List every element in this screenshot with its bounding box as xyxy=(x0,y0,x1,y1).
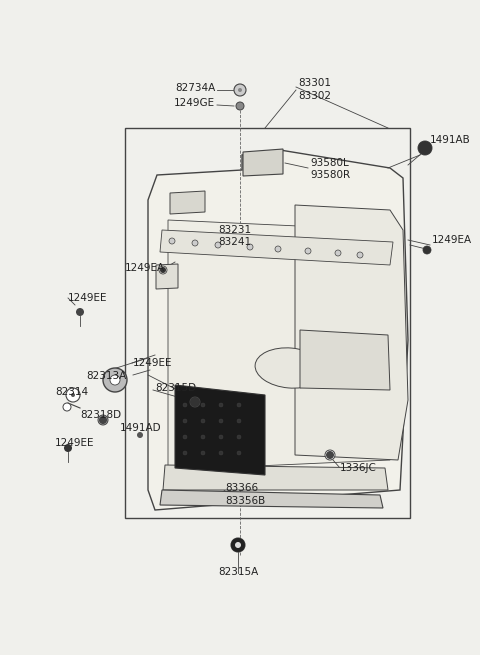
Text: 82313A: 82313A xyxy=(86,371,126,381)
Circle shape xyxy=(237,419,241,423)
Circle shape xyxy=(237,403,241,407)
Text: 83302: 83302 xyxy=(298,91,331,101)
Circle shape xyxy=(110,375,120,385)
Circle shape xyxy=(237,451,241,455)
Circle shape xyxy=(238,88,242,92)
Circle shape xyxy=(99,416,107,424)
Circle shape xyxy=(231,538,245,552)
Circle shape xyxy=(247,244,253,250)
Circle shape xyxy=(219,435,223,439)
Circle shape xyxy=(201,435,205,439)
Circle shape xyxy=(234,84,246,96)
Circle shape xyxy=(423,246,431,254)
Circle shape xyxy=(76,308,84,316)
Text: 83231: 83231 xyxy=(218,225,251,235)
Circle shape xyxy=(237,435,241,439)
Circle shape xyxy=(236,102,244,110)
Circle shape xyxy=(192,240,198,246)
Text: 1249EE: 1249EE xyxy=(55,438,95,448)
Polygon shape xyxy=(163,465,388,490)
Circle shape xyxy=(183,419,187,423)
Circle shape xyxy=(235,542,241,548)
Circle shape xyxy=(63,403,71,411)
Text: 82734A: 82734A xyxy=(175,83,215,93)
Circle shape xyxy=(325,450,335,460)
Text: 1249EE: 1249EE xyxy=(68,293,108,303)
Polygon shape xyxy=(175,385,265,475)
Circle shape xyxy=(418,141,432,155)
Text: 82314: 82314 xyxy=(55,387,88,397)
Text: 1249EA: 1249EA xyxy=(125,263,165,273)
Circle shape xyxy=(103,368,127,392)
Circle shape xyxy=(275,246,281,252)
Polygon shape xyxy=(160,490,383,508)
Circle shape xyxy=(357,252,363,258)
Circle shape xyxy=(215,242,221,248)
Polygon shape xyxy=(156,264,178,289)
Circle shape xyxy=(231,538,245,552)
Text: 1336JC: 1336JC xyxy=(340,463,377,473)
Circle shape xyxy=(335,250,341,256)
Polygon shape xyxy=(300,330,390,390)
Polygon shape xyxy=(125,128,410,518)
Circle shape xyxy=(160,267,166,273)
Text: 83301: 83301 xyxy=(298,78,331,88)
Text: 1249EE: 1249EE xyxy=(133,358,172,368)
Polygon shape xyxy=(295,205,408,460)
Text: 1249EA: 1249EA xyxy=(432,235,472,245)
Circle shape xyxy=(169,238,175,244)
Circle shape xyxy=(137,432,143,438)
Circle shape xyxy=(66,388,80,402)
Text: 82315D: 82315D xyxy=(155,383,196,393)
Circle shape xyxy=(71,393,75,397)
Circle shape xyxy=(326,451,334,459)
Polygon shape xyxy=(170,191,205,214)
Text: 82315A: 82315A xyxy=(218,567,258,577)
Circle shape xyxy=(305,248,311,254)
Text: 83241: 83241 xyxy=(218,237,251,247)
Circle shape xyxy=(183,451,187,455)
Polygon shape xyxy=(243,149,283,176)
Text: 83356B: 83356B xyxy=(225,496,265,506)
Circle shape xyxy=(219,451,223,455)
Circle shape xyxy=(201,451,205,455)
Circle shape xyxy=(190,397,200,407)
Circle shape xyxy=(219,419,223,423)
Text: 82318D: 82318D xyxy=(80,410,121,420)
Text: 1491AB: 1491AB xyxy=(430,135,471,145)
Text: 93580L: 93580L xyxy=(310,158,349,168)
Polygon shape xyxy=(160,230,393,265)
Text: 1249GE: 1249GE xyxy=(174,98,215,108)
Circle shape xyxy=(201,403,205,407)
Circle shape xyxy=(98,415,108,425)
Circle shape xyxy=(201,419,205,423)
Circle shape xyxy=(183,403,187,407)
Polygon shape xyxy=(168,220,390,470)
Circle shape xyxy=(64,444,72,452)
Polygon shape xyxy=(148,150,408,510)
Text: 93580R: 93580R xyxy=(310,170,350,180)
Circle shape xyxy=(183,435,187,439)
Circle shape xyxy=(190,397,200,407)
Text: 83366: 83366 xyxy=(225,483,258,493)
Ellipse shape xyxy=(255,348,325,388)
Text: 1491AD: 1491AD xyxy=(120,423,162,433)
Circle shape xyxy=(219,403,223,407)
